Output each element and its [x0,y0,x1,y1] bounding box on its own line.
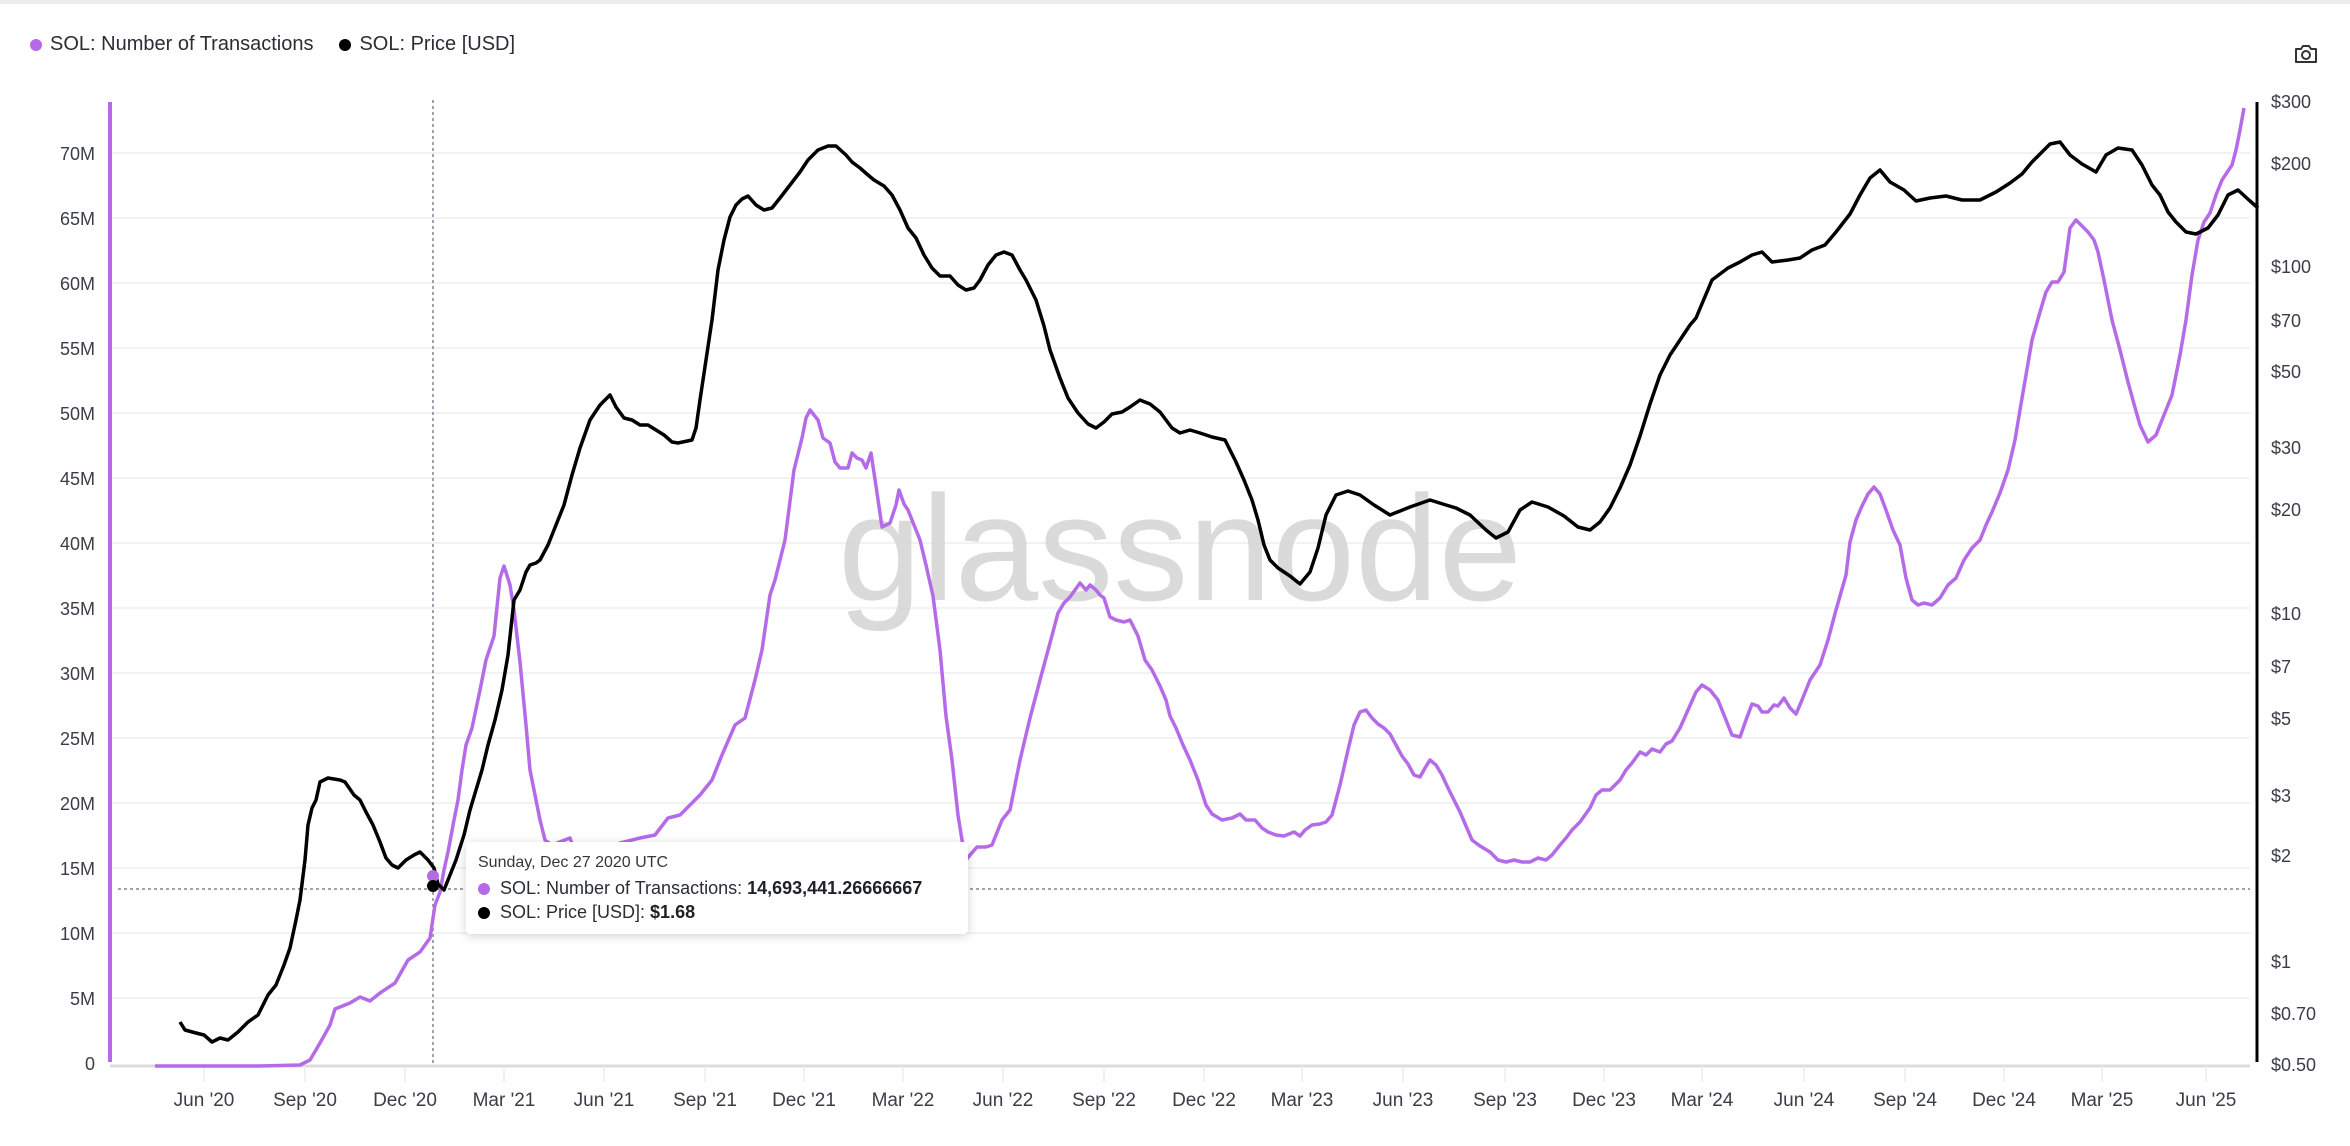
left-axis-labels: 70M 65M 60M 55M 50M 45M 40M 35M 30M 25M … [60,144,95,1074]
svg-text:Jun '24: Jun '24 [1774,1090,1835,1111]
series-price-line [178,140,2260,1044]
svg-text:0: 0 [85,1054,95,1074]
svg-text:Sep '23: Sep '23 [1473,1090,1537,1111]
svg-text:35M: 35M [60,599,95,619]
hover-tooltip: Sunday, Dec 27 2020 UTC SOL: Number of T… [466,842,968,934]
svg-text:10M: 10M [60,924,95,944]
right-axis-labels: $300 $200 $100 $70 $50 $30 $20 $10 $7 $5… [2271,92,2316,1075]
camera-icon[interactable] [2294,44,2318,64]
svg-text:55M: 55M [60,339,95,359]
svg-text:Dec '20: Dec '20 [373,1090,437,1111]
watermark: glassnode [838,464,1522,632]
svg-text:$70: $70 [2271,311,2301,331]
legend-item-price[interactable]: SOL: Price [USD] [339,33,515,56]
tooltip-value: 14,693,441.26666667 [747,878,923,898]
svg-text:$0.50: $0.50 [2271,1055,2316,1075]
svg-text:$100: $100 [2271,257,2311,277]
tooltip-date: Sunday, Dec 27 2020 UTC [478,854,669,871]
svg-text:Dec '21: Dec '21 [772,1090,836,1111]
svg-text:$10: $10 [2271,604,2301,624]
x-tick-marks [203,1066,2207,1082]
svg-text:25M: 25M [60,729,95,749]
tooltip-value: $1.68 [650,902,696,922]
tooltip-label: SOL: Price [USD]: [500,902,651,922]
svg-text:Dec '24: Dec '24 [1972,1090,2036,1111]
svg-text:45M: 45M [60,469,95,489]
svg-text:30M: 30M [60,664,95,684]
svg-text:$20: $20 [2271,500,2301,520]
svg-text:40M: 40M [60,534,95,554]
svg-text:Mar '25: Mar '25 [2071,1090,2134,1111]
svg-text:Dec '22: Dec '22 [1172,1090,1236,1111]
svg-text:20M: 20M [60,794,95,814]
svg-text:$7: $7 [2271,657,2291,677]
gridlines [110,152,2250,999]
chart-legend: SOL: Number of Transactions SOL: Price [… [30,33,515,56]
svg-text:$30: $30 [2271,438,2301,458]
purple-dot-icon [30,38,42,51]
black-dot-icon [478,906,490,919]
svg-text:Sep '24: Sep '24 [1873,1090,1937,1111]
svg-text:70M: 70M [60,144,95,164]
svg-text:60M: 60M [60,274,95,294]
legend-label: SOL: Number of Transactions [50,33,314,55]
svg-text:Jun '20: Jun '20 [174,1090,235,1111]
tooltip-row-transactions: SOL: Number of Transactions: 14,693,441.… [478,878,922,899]
svg-text:Mar '23: Mar '23 [1271,1090,1334,1111]
svg-text:$5: $5 [2271,709,2291,729]
svg-text:Jun '25: Jun '25 [2176,1090,2237,1111]
svg-text:$3: $3 [2271,786,2291,806]
svg-text:Jun '22: Jun '22 [973,1090,1034,1111]
svg-text:Sep '21: Sep '21 [673,1090,737,1111]
legend-item-transactions[interactable]: SOL: Number of Transactions [30,33,313,56]
svg-text:$50: $50 [2271,362,2301,382]
svg-text:$200: $200 [2271,154,2311,174]
svg-text:5M: 5M [70,989,95,1009]
svg-text:Sep '20: Sep '20 [273,1090,337,1111]
top-divider [0,0,2350,4]
transactions-hover-marker [427,870,439,882]
svg-text:Mar '21: Mar '21 [473,1090,536,1111]
svg-text:$300: $300 [2271,92,2311,112]
tooltip-label: SOL: Number of Transactions: [500,878,748,898]
series-transactions-line [155,107,2246,1068]
x-axis-labels: Jun '20 Sep '20 Dec '20 Mar '21 Jun '21 … [174,1090,2237,1111]
svg-text:50M: 50M [60,404,95,424]
svg-text:Jun '23: Jun '23 [1373,1090,1434,1111]
svg-text:Jun '21: Jun '21 [574,1090,635,1111]
svg-text:$0.70: $0.70 [2271,1004,2316,1024]
svg-text:Sep '22: Sep '22 [1072,1090,1136,1111]
svg-text:$1: $1 [2271,952,2291,972]
legend-label: SOL: Price [USD] [359,33,516,55]
purple-dot-icon [478,882,490,895]
price-hover-marker [427,880,439,892]
svg-text:65M: 65M [60,209,95,229]
black-dot-icon [339,38,352,51]
svg-text:$2: $2 [2271,846,2291,866]
svg-text:Dec '23: Dec '23 [1572,1090,1636,1111]
svg-text:Mar '22: Mar '22 [872,1090,935,1111]
svg-text:15M: 15M [60,859,95,879]
svg-text:Mar '24: Mar '24 [1671,1090,1734,1111]
tooltip-row-price: SOL: Price [USD]: $1.68 [478,902,695,923]
